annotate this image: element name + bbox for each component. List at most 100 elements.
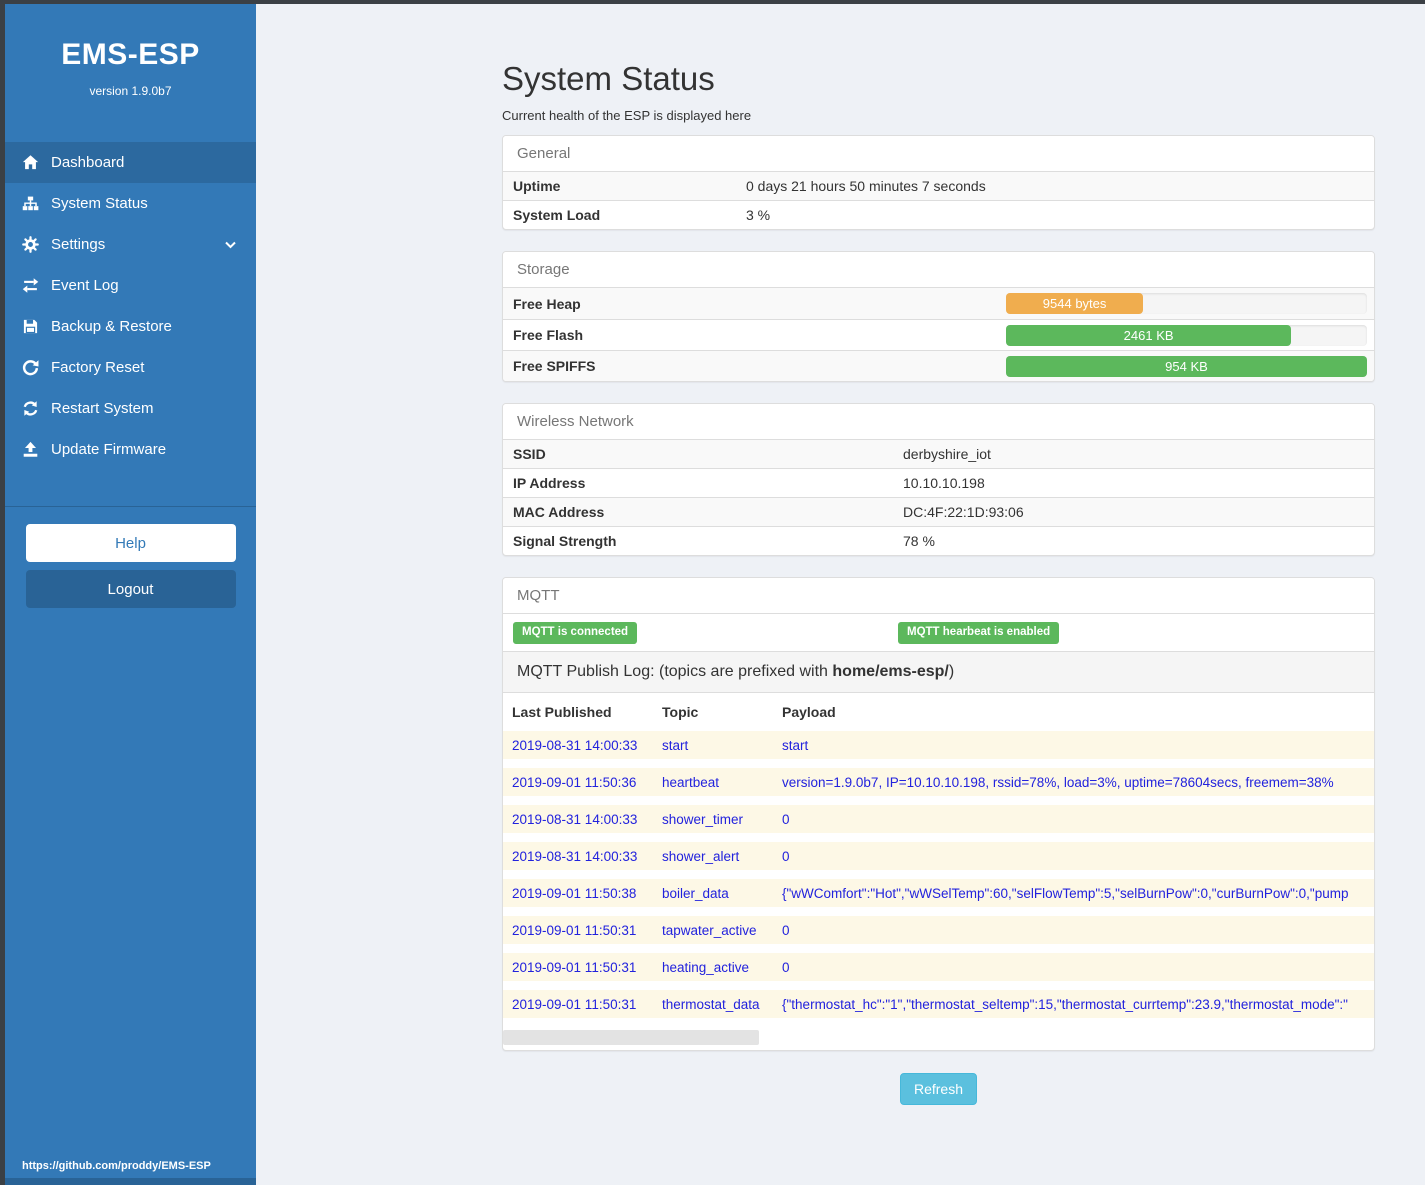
sitemap-icon xyxy=(22,195,39,212)
sidebar-divider xyxy=(5,506,256,507)
sidebar-item-dashboard[interactable]: Dashboard xyxy=(5,142,256,183)
table-row: 2019-08-31 14:00:33 shower_alert 0 xyxy=(503,842,1374,870)
storage-panel-title: Storage xyxy=(503,252,1374,288)
sidebar-item-backup-restore[interactable]: Backup & Restore xyxy=(5,306,256,347)
save-icon xyxy=(22,318,39,335)
sidebar-item-label: Restart System xyxy=(51,400,154,417)
horizontal-scrollbar xyxy=(503,1030,1374,1045)
help-button[interactable]: Help xyxy=(25,524,236,562)
mqtt-panel-title: MQTT xyxy=(503,578,1374,614)
table-row: 2019-08-31 14:00:33 start start xyxy=(503,731,1374,759)
window-top-edge xyxy=(0,0,1425,4)
row-label: System Load xyxy=(513,207,601,223)
mqtt-connected-badge: MQTT is connected xyxy=(513,622,638,644)
sidebar-item-factory-reset[interactable]: Factory Reset xyxy=(5,347,256,388)
sync-icon xyxy=(22,400,39,417)
progress-fill: 954 KB xyxy=(1006,355,1367,377)
table-row: 2019-09-01 11:50:31 tapwater_active 0 xyxy=(503,916,1374,944)
mqtt-heartbeat-badge: MQTT hearbeat is enabled xyxy=(898,622,1060,644)
table-row: 2019-09-01 11:50:36 heartbeat version=1.… xyxy=(503,768,1374,796)
table-row: 2019-09-01 11:50:31 thermostat_data {"th… xyxy=(503,990,1374,1018)
row-label: Uptime xyxy=(513,178,561,194)
general-panel-title: General xyxy=(503,136,1374,172)
page-subtitle: Current health of the ESP is displayed h… xyxy=(502,108,752,123)
general-panel: General Uptime 0 days 21 hours 50 minute… xyxy=(502,135,1375,230)
sidebar-item-label: Event Log xyxy=(51,277,119,294)
cell-payload: start xyxy=(782,737,809,753)
table-row: 2019-08-31 14:00:33 shower_timer 0 xyxy=(503,805,1374,833)
github-link[interactable]: https://github.com/proddy/EMS-ESP xyxy=(22,1160,211,1172)
cell-topic: start xyxy=(662,737,689,753)
free-spiffs-progress: 954 KB xyxy=(1006,355,1367,377)
table-row: Free SPIFFS 954 KB xyxy=(503,350,1374,381)
sidebar: EMS-ESP version 1.9.0b7 Dashboard System… xyxy=(5,4,256,1185)
progress-fill: 9544 bytes xyxy=(1006,293,1144,314)
sidebar-bottom-strip xyxy=(5,1178,256,1185)
cell-time: 2019-08-31 14:00:33 xyxy=(512,848,638,864)
cell-time: 2019-09-01 11:50:31 xyxy=(512,996,637,1012)
mqtt-badges-row: MQTT is connected MQTT hearbeat is enabl… xyxy=(503,614,1374,651)
exchange-icon xyxy=(22,277,39,294)
cell-payload: {"thermostat_hc":"1","thermostat_seltemp… xyxy=(782,996,1348,1012)
scrollbar-thumb[interactable] xyxy=(503,1030,759,1045)
cell-payload: {"wWComfort":"Hot","wWSelTemp":60,"selFl… xyxy=(782,885,1349,901)
cell-time: 2019-09-01 11:50:31 xyxy=(512,959,637,975)
cell-topic: tapwater_active xyxy=(662,922,757,938)
cell-payload: 0 xyxy=(782,922,790,938)
sidebar-item-label: Update Firmware xyxy=(51,441,167,458)
column-header-topic: Topic xyxy=(662,704,699,720)
main-area: System Status Current health of the ESP … xyxy=(256,4,1425,1185)
logout-button[interactable]: Logout xyxy=(25,570,236,608)
column-header-last-published: Last Published xyxy=(512,704,612,720)
sidebar-item-settings[interactable]: Settings xyxy=(5,224,256,265)
row-label: IP Address xyxy=(513,475,586,491)
row-label: Signal Strength xyxy=(513,533,617,549)
home-icon xyxy=(22,154,39,171)
sidebar-item-event-log[interactable]: Event Log xyxy=(5,265,256,306)
cell-topic: boiler_data xyxy=(662,885,729,901)
row-label: SSID xyxy=(513,446,546,462)
row-value: derbyshire_iot xyxy=(903,446,991,462)
caption-prefix: MQTT Publish Log: (topics are prefixed w… xyxy=(517,663,833,680)
brand: EMS-ESP version 1.9.0b7 xyxy=(5,4,256,98)
cell-payload: version=1.9.0b7, IP=10.10.10.198, rssid=… xyxy=(782,774,1334,790)
cell-time: 2019-09-01 11:50:36 xyxy=(512,774,637,790)
wireless-panel: Wireless Network SSID derbyshire_iot IP … xyxy=(502,403,1375,556)
window-left-edge xyxy=(0,0,5,1185)
free-flash-progress: 2461 KB xyxy=(1006,324,1367,346)
row-value: 3 % xyxy=(746,207,771,223)
upload-icon xyxy=(22,441,39,458)
cell-payload: 0 xyxy=(782,848,790,864)
row-value: 10.10.10.198 xyxy=(903,475,985,491)
table-row: Free Heap 9544 bytes xyxy=(503,288,1374,319)
sidebar-item-label: Settings xyxy=(51,236,106,253)
page-title: System Status xyxy=(502,60,715,97)
table-row: Signal Strength 78 % xyxy=(503,526,1374,555)
cell-time: 2019-09-01 11:50:31 xyxy=(512,922,637,938)
sidebar-item-system-status[interactable]: System Status xyxy=(5,183,256,224)
sidebar-item-update-firmware[interactable]: Update Firmware xyxy=(5,429,256,470)
cell-topic: heating_active xyxy=(662,959,750,975)
caption-topic-prefix: home/ems-esp/ xyxy=(832,663,949,680)
cell-payload: 0 xyxy=(782,959,790,975)
sidebar-item-label: Backup & Restore xyxy=(51,318,172,335)
row-label: MAC Address xyxy=(513,504,605,520)
gear-icon xyxy=(22,236,39,253)
mqtt-publish-log-caption: MQTT Publish Log: (topics are prefixed w… xyxy=(503,651,1374,693)
mqtt-panel: MQTT MQTT is connected MQTT hearbeat is … xyxy=(502,577,1375,1051)
sidebar-item-label: Dashboard xyxy=(51,154,125,171)
row-value: 78 % xyxy=(903,533,935,549)
refresh-button[interactable]: Refresh xyxy=(899,1073,978,1105)
undo-icon xyxy=(22,359,39,376)
row-value: DC:4F:22:1D:93:06 xyxy=(903,504,1024,520)
table-row: System Load 3 % xyxy=(503,200,1374,229)
table-row: Free Flash 2461 KB xyxy=(503,319,1374,350)
sidebar-item-restart-system[interactable]: Restart System xyxy=(5,388,256,429)
sidebar-item-label: Factory Reset xyxy=(51,359,145,376)
table-row: 2019-09-01 11:50:38 boiler_data {"wWComf… xyxy=(503,879,1374,907)
app-version: version 1.9.0b7 xyxy=(89,84,172,98)
sidebar-nav: Dashboard System Status Sett xyxy=(5,142,256,470)
app-title: EMS-ESP xyxy=(61,38,200,71)
chevron-down-icon xyxy=(225,241,236,249)
table-row: Uptime 0 days 21 hours 50 minutes 7 seco… xyxy=(503,172,1374,200)
